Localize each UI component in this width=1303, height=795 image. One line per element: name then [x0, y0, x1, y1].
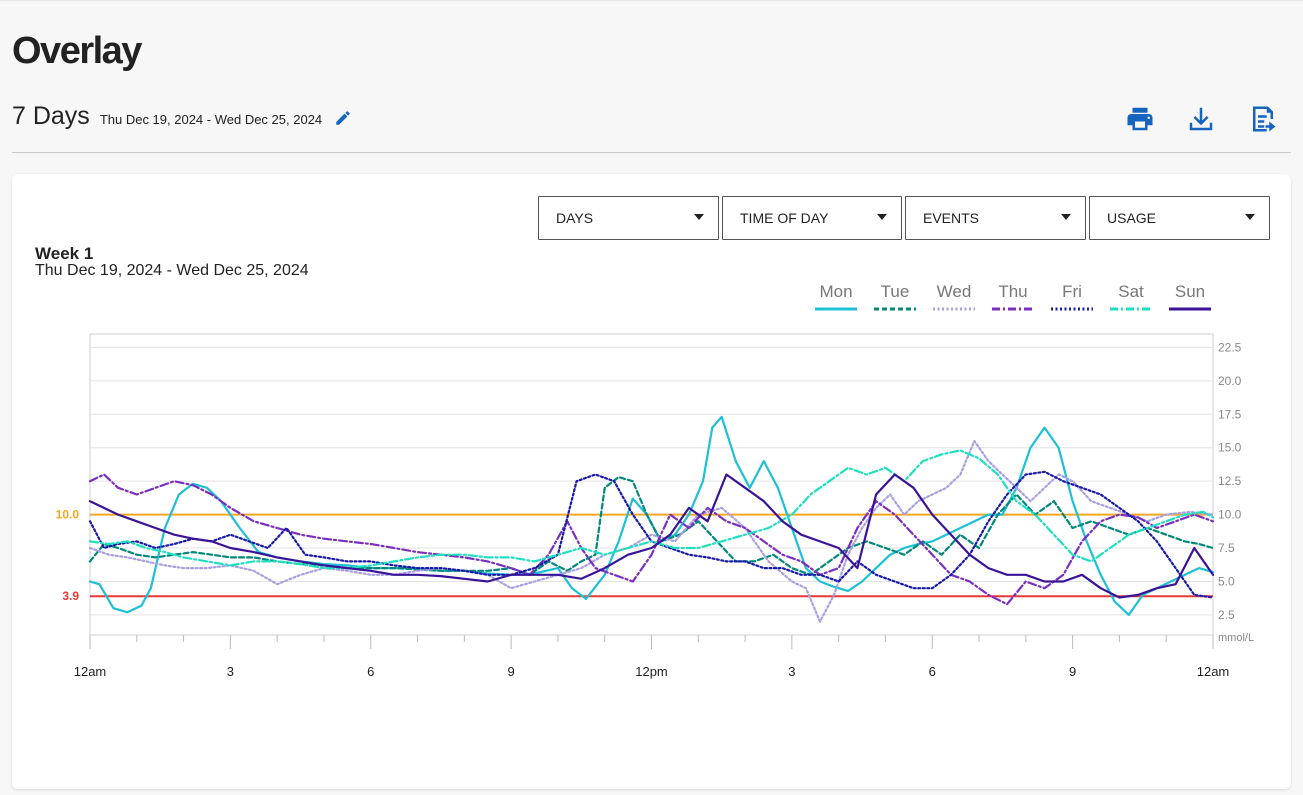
usage-dropdown-label: USAGE	[1107, 210, 1157, 226]
time-of-day-dropdown-label: TIME OF DAY	[740, 210, 829, 226]
legend-label: Mon	[819, 282, 853, 301]
series-line-mon	[88, 415, 1215, 617]
legend-item-mon[interactable]: Mon	[814, 282, 858, 312]
events-dropdown-label: EVENTS	[923, 210, 980, 226]
chevron-down-icon	[877, 214, 887, 220]
legend-label: Wed	[936, 282, 972, 301]
y-tick-label: 20.0	[1218, 374, 1242, 388]
series-line-sun	[88, 473, 1215, 599]
chevron-down-icon	[694, 214, 704, 220]
print-icon[interactable]	[1125, 104, 1155, 134]
plot-frame	[89, 333, 1214, 636]
y-tick-label: 17.5	[1218, 407, 1242, 421]
legend-swatch	[992, 307, 1034, 311]
chevron-down-icon	[1061, 214, 1071, 220]
events-dropdown[interactable]: EVENTS	[905, 196, 1086, 240]
top-border	[0, 0, 1303, 1]
legend-label: Sun	[1174, 282, 1206, 301]
y-axis-unit: mmol/L	[1218, 632, 1254, 644]
series-line-wed	[88, 439, 1215, 623]
y-tick-label: 12.5	[1218, 474, 1242, 488]
chevron-down-icon	[1245, 214, 1255, 220]
legend-item-tue[interactable]: Tue	[873, 282, 917, 312]
x-tick-label: 6	[367, 664, 374, 679]
series-line-sat	[88, 449, 1215, 570]
x-tick-label: 3	[788, 664, 795, 679]
days-dropdown-label: DAYS	[556, 210, 594, 226]
series-line-fri	[88, 470, 1215, 599]
date-range-row: 7 Days Thu Dec 19, 2024 - Wed Dec 25, 20…	[12, 102, 352, 134]
y-tick-label: 15.0	[1218, 441, 1242, 455]
legend-item-thu[interactable]: Thu	[991, 282, 1035, 312]
legend-item-fri[interactable]: Fri	[1050, 282, 1094, 312]
chart-title: Week 1	[35, 244, 94, 263]
pencil-icon[interactable]	[334, 109, 352, 127]
download-icon[interactable]	[1186, 104, 1216, 134]
legend-item-wed[interactable]: Wed	[932, 282, 976, 312]
threshold-label: 10.0	[56, 508, 80, 522]
chart-subtitle: Thu Dec 19, 2024 - Wed Dec 25, 2024	[35, 262, 309, 279]
x-tick-label: 6	[929, 664, 936, 679]
legend-label: Tue	[880, 282, 910, 301]
time-of-day-dropdown[interactable]: TIME OF DAY	[722, 196, 902, 240]
range-days: 7 Days	[12, 102, 90, 130]
days-dropdown[interactable]: DAYS	[538, 196, 719, 240]
y-tick-label: 2.5	[1218, 608, 1235, 622]
x-tick-label: 12pm	[635, 664, 668, 679]
x-tick-label: 3	[227, 664, 234, 679]
page-title: Overlay	[12, 30, 142, 72]
y-tick-label: 22.5	[1218, 340, 1242, 354]
threshold-label: 3.9	[62, 589, 79, 603]
x-tick-label: 9	[508, 664, 515, 679]
header-divider	[12, 152, 1291, 153]
legend-item-sun[interactable]: Sun	[1168, 282, 1212, 312]
usage-dropdown[interactable]: USAGE	[1089, 196, 1270, 240]
legend-label: Sat	[1118, 282, 1144, 301]
legend-label: Fri	[1062, 282, 1082, 301]
x-tick-label: 12am	[74, 664, 107, 679]
legend-swatch	[1169, 307, 1211, 311]
legend-swatch	[874, 307, 916, 311]
range-dates: Thu Dec 19, 2024 - Wed Dec 25, 2024	[99, 112, 323, 127]
legend-swatch	[1110, 307, 1152, 311]
x-tick-label: 9	[1069, 664, 1076, 679]
y-tick-label: 7.5	[1218, 541, 1235, 555]
y-tick-label: 10.0	[1218, 508, 1242, 522]
x-tick-label: 12am	[1197, 664, 1230, 679]
legend-swatch	[815, 307, 857, 311]
legend-item-sat[interactable]: Sat	[1109, 282, 1153, 312]
legend-label: Thu	[998, 282, 1028, 301]
export-icon[interactable]	[1248, 104, 1278, 134]
series-line-thu	[88, 473, 1215, 606]
y-tick-label: 5.0	[1218, 574, 1235, 588]
